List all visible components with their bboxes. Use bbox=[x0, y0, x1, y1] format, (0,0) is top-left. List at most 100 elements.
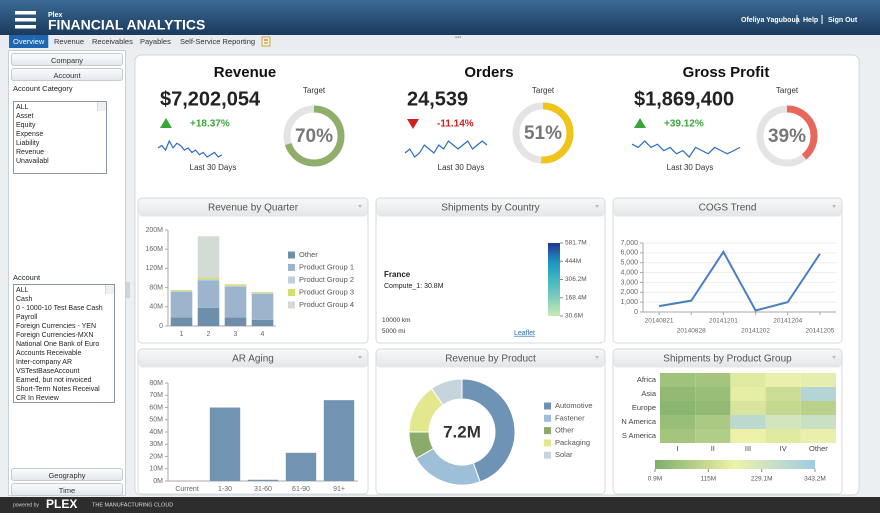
legend-label: Fastener bbox=[555, 413, 585, 422]
legend-label: Product Group 1 bbox=[299, 262, 354, 271]
x-tick-label: 91+ bbox=[333, 486, 345, 493]
kpi-change: -11.14% bbox=[437, 119, 474, 130]
heat-cell bbox=[765, 401, 801, 415]
list-item[interactable]: Short-Term Notes Receival bbox=[16, 386, 100, 393]
heat-cell bbox=[660, 373, 696, 387]
panel-menu[interactable] bbox=[832, 356, 836, 359]
tab[interactable]: Self-Service Reporting bbox=[180, 37, 255, 46]
legend-swatch bbox=[544, 414, 551, 422]
scrollbar[interactable] bbox=[105, 285, 114, 294]
menu-icon[interactable] bbox=[15, 11, 36, 29]
y-tick-label: 0 bbox=[159, 323, 163, 330]
kpi-change: +39.12% bbox=[664, 119, 704, 130]
y-tick-label: 60M bbox=[149, 404, 163, 411]
y-tick-label: 10M bbox=[149, 466, 163, 473]
gauge-arc bbox=[756, 105, 818, 167]
panel-menu[interactable] bbox=[595, 205, 599, 208]
y-tick-label: 50M bbox=[149, 417, 163, 424]
report-icon[interactable] bbox=[261, 36, 271, 47]
section-button[interactable]: Geography bbox=[11, 468, 123, 481]
tab[interactable]: Receivables bbox=[92, 37, 133, 46]
list-item[interactable]: Earned, but not invoiced bbox=[16, 377, 92, 384]
y-tick-label: 70M bbox=[149, 392, 163, 399]
colorbar bbox=[655, 460, 815, 469]
x-tick-label: 1 bbox=[180, 331, 184, 338]
kpi-value: $7,202,054 bbox=[160, 88, 261, 110]
list-item[interactable]: Cash bbox=[16, 296, 33, 303]
heat-cell bbox=[660, 387, 696, 401]
row-label: N America bbox=[621, 417, 656, 426]
list-item[interactable]: Inter-company AR bbox=[16, 359, 73, 366]
kpi-value: $1,869,400 bbox=[634, 88, 734, 110]
legend-label: Other bbox=[555, 426, 574, 435]
list-item[interactable]: ALL bbox=[16, 104, 29, 111]
list-item[interactable]: VSTestBaseAccount bbox=[16, 368, 80, 375]
footer-powered: powered by bbox=[13, 502, 39, 508]
bar-segment bbox=[197, 279, 220, 281]
column-label: III bbox=[745, 444, 751, 453]
user-name[interactable]: Ofeliya Yaguboua bbox=[741, 17, 800, 24]
chart-title: Revenue by Product bbox=[445, 354, 536, 365]
list-item[interactable]: Expense bbox=[16, 131, 44, 138]
heat-cell bbox=[800, 373, 836, 387]
list-item[interactable]: CR In Review bbox=[16, 395, 59, 402]
list-item[interactable]: National One Bank of Euro bbox=[16, 341, 100, 348]
heat-cell bbox=[800, 429, 836, 443]
target-label: Target bbox=[532, 86, 555, 95]
gauge-label: 39% bbox=[768, 126, 806, 147]
legend-swatch bbox=[288, 251, 295, 259]
tab-bar bbox=[0, 35, 880, 48]
section-button[interactable]: Time bbox=[11, 483, 123, 496]
tab[interactable]: Revenue bbox=[54, 37, 84, 46]
y-tick-label: 200M bbox=[145, 227, 163, 234]
y-tick-label: 7,000 bbox=[620, 240, 638, 247]
bar bbox=[323, 400, 355, 481]
kpi-title: Orders bbox=[464, 64, 513, 81]
list-item[interactable]: Payroll bbox=[16, 314, 38, 321]
donut-slice bbox=[430, 378, 463, 406]
colorbar-label: 168.4M bbox=[565, 294, 587, 301]
scrollbar[interactable] bbox=[97, 102, 106, 111]
y-tick-label: 5,000 bbox=[620, 260, 638, 267]
trend-arrow bbox=[407, 119, 419, 129]
chart-panel bbox=[612, 197, 843, 344]
legend-label: Product Group 4 bbox=[299, 300, 354, 309]
section-button[interactable]: Account bbox=[11, 68, 123, 81]
panel-menu[interactable] bbox=[358, 205, 362, 208]
list-item[interactable]: Liability bbox=[16, 140, 40, 147]
panel-menu[interactable] bbox=[832, 205, 836, 208]
bar-segment bbox=[170, 290, 193, 292]
heat-cell bbox=[660, 429, 696, 443]
header-bar bbox=[0, 0, 880, 35]
colorbar-label: 581.7M bbox=[565, 240, 587, 247]
list-item[interactable]: 0 - 1000-10 Test Base Cash bbox=[16, 305, 103, 312]
gauge-arc bbox=[283, 105, 345, 167]
tab[interactable]: Overview bbox=[13, 37, 45, 46]
attribution-link[interactable]: Leaflet bbox=[514, 330, 535, 337]
list-item[interactable]: Unavailabl bbox=[16, 158, 49, 165]
list-item[interactable]: ALL bbox=[16, 287, 29, 294]
heat-cell bbox=[660, 415, 696, 429]
gauge-label: 51% bbox=[524, 123, 562, 144]
list-item[interactable]: Revenue bbox=[16, 149, 45, 156]
splitter-grip[interactable] bbox=[126, 282, 130, 298]
list-item[interactable]: Equity bbox=[16, 122, 36, 129]
list-item[interactable]: Foreign Currencies - YEN bbox=[16, 323, 97, 330]
footer-bar bbox=[0, 497, 880, 513]
list-item[interactable]: Accounts Receivable bbox=[16, 350, 82, 357]
tab[interactable]: Payables bbox=[140, 37, 171, 46]
x-tick-label: 31-60 bbox=[254, 486, 272, 493]
heat-cell bbox=[765, 415, 801, 429]
colorbar-label: 343.2M bbox=[804, 476, 826, 483]
panel-menu[interactable] bbox=[358, 356, 362, 359]
y-tick-label: 0 bbox=[634, 309, 638, 316]
heat-cell bbox=[765, 373, 801, 387]
x-tick-label: 3 bbox=[234, 331, 238, 338]
help-link[interactable]: Help bbox=[803, 17, 818, 24]
list-item[interactable]: Asset bbox=[16, 113, 34, 120]
signout-link[interactable]: Sign Out bbox=[828, 17, 858, 24]
section-button[interactable]: Company bbox=[11, 53, 123, 66]
list-item[interactable]: Foreign Currencies-MXN bbox=[16, 332, 94, 339]
panel-menu[interactable] bbox=[595, 356, 599, 359]
column-label: IV bbox=[780, 444, 787, 453]
